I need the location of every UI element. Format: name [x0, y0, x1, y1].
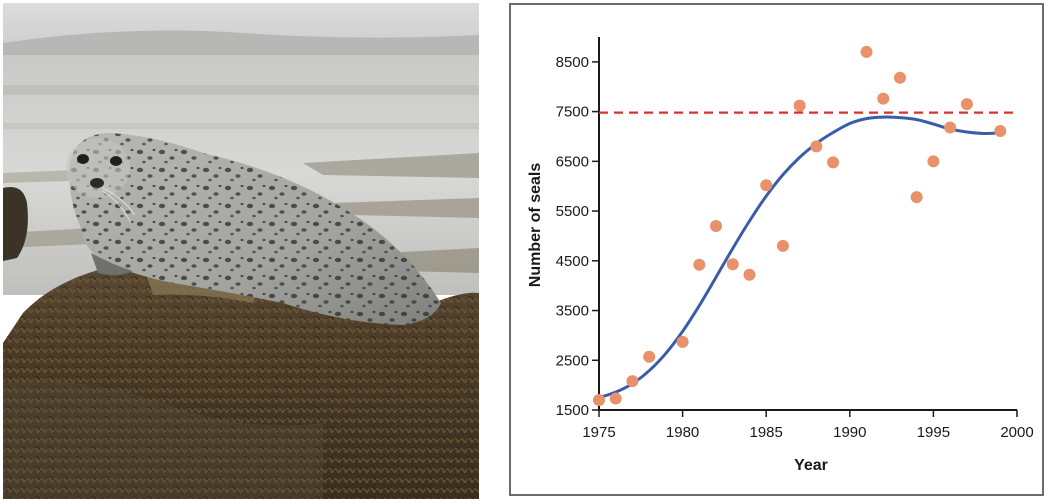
data-point: [676, 335, 689, 348]
x-tick-label: 1980: [666, 424, 699, 441]
data-point: [810, 140, 823, 153]
y-tick-label: 1500: [556, 402, 589, 419]
x-tick-label: 2000: [1000, 424, 1033, 441]
harbor-seal-photo: [3, 3, 479, 499]
data-point: [626, 375, 639, 388]
x-axis-title: Year: [794, 457, 828, 474]
data-point: [860, 45, 873, 58]
axes: [592, 37, 1018, 417]
data-point: [643, 350, 656, 363]
seal-population-chart: 1500 2500 3500 4500 5500 6500 7500 8500 1975 1980…: [527, 37, 1034, 474]
chart-panel: 1500 2500 3500 4500 5500 6500 7500 8500 1975 1980…: [509, 3, 1044, 496]
data-point: [593, 394, 605, 407]
fit-curve-layer: [597, 115, 1002, 400]
data-point: [760, 179, 773, 192]
data-point: [960, 98, 973, 111]
data-points-layer: [593, 45, 1007, 407]
data-point: [743, 268, 756, 281]
data-point: [710, 219, 723, 232]
x-tick-label: 1975: [582, 424, 615, 441]
y-tick-label: 2500: [556, 352, 589, 369]
y-tick-label: 8500: [556, 54, 589, 71]
data-point: [827, 156, 840, 169]
data-point: [776, 239, 789, 252]
tick-labels: 1500 2500 3500 4500 5500 6500 7500 8500 1975 1980…: [556, 54, 1034, 441]
data-point: [927, 155, 940, 168]
data-point: [726, 258, 739, 271]
logistic-fit-curve: [597, 115, 1002, 400]
y-tick-label: 3500: [556, 303, 589, 320]
y-tick-label: 5500: [556, 203, 589, 220]
data-point: [893, 71, 906, 84]
data-point: [877, 92, 890, 105]
data-point: [994, 124, 1007, 137]
y-tick-label: 4500: [556, 253, 589, 270]
data-point: [910, 191, 923, 204]
x-tick-label: 1990: [833, 424, 866, 441]
data-point: [609, 392, 622, 405]
y-tick-label: 6500: [556, 153, 589, 170]
data-point: [944, 121, 957, 134]
data-point: [693, 258, 706, 271]
data-point: [793, 99, 806, 112]
y-axis-title: Number of seals: [527, 163, 544, 288]
x-tick-label: 1985: [750, 424, 783, 441]
y-tick-label: 7500: [556, 104, 589, 121]
x-tick-label: 1995: [917, 424, 950, 441]
